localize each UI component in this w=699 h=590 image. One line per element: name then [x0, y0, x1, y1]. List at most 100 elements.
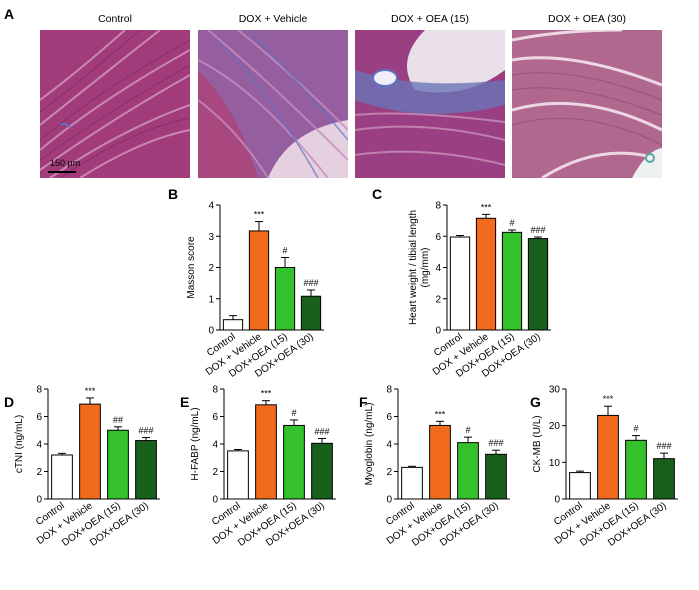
panel-letter-c: C: [372, 186, 382, 202]
y-tick-label: 0: [208, 326, 214, 337]
panel-letter-e: E: [180, 394, 189, 410]
panel-letter-f: F: [359, 394, 368, 410]
y-tick-label: 6: [386, 412, 392, 423]
significance-label: ###: [530, 225, 545, 235]
y-tick-label: 4: [212, 440, 218, 451]
significance-label: ***: [261, 389, 272, 399]
significance-label: ###: [314, 427, 329, 437]
bar: [274, 267, 296, 331]
significance-label: ##: [113, 415, 123, 425]
bar: [79, 403, 101, 500]
histology-title-dox-vehicle: DOX + Vehicle: [238, 13, 308, 25]
significance-label: #: [291, 408, 296, 418]
y-tick-label: 4: [208, 201, 214, 212]
histology-image-oea15: [355, 30, 505, 178]
y-tick-label: 8: [36, 385, 42, 396]
significance-label: ***: [254, 210, 265, 220]
panel-letter-d: D: [4, 394, 14, 410]
bar: [255, 404, 277, 500]
y-axis-label: H-FABP (ng/mL): [190, 407, 201, 480]
y-tick-label: 20: [549, 421, 561, 432]
y-tick-label: 6: [435, 232, 441, 243]
bar: [475, 217, 497, 331]
y-tick-label: 0: [435, 326, 441, 337]
significance-label: ***: [603, 394, 614, 404]
y-axis-label: cTNI (ng/mL): [14, 415, 25, 473]
histology-image-oea30: [512, 30, 662, 178]
y-tick-label: 2: [212, 467, 218, 478]
y-tick-label: 10: [549, 458, 561, 469]
y-tick-label: 0: [36, 495, 42, 506]
y-tick-label: 2: [208, 263, 214, 274]
y-tick-label: 8: [386, 385, 392, 396]
histology-title-oea15: DOX + OEA (15): [391, 13, 469, 25]
significance-label: ***: [481, 202, 492, 212]
bar: [107, 429, 129, 500]
bar: [283, 424, 305, 500]
histology-title-control: Control: [98, 13, 132, 25]
bar: [597, 414, 619, 500]
bar: [135, 440, 157, 500]
y-tick-label: 2: [386, 467, 392, 478]
bar: [300, 295, 322, 331]
bar: [625, 439, 647, 500]
significance-label: #: [282, 246, 287, 256]
y-tick-label: 2: [435, 294, 441, 305]
y-tick-label: 6: [212, 412, 218, 423]
y-tick-label: 30: [549, 385, 561, 396]
scale-bar: 150 μm: [48, 158, 80, 173]
bar: [401, 466, 423, 500]
bar: [248, 230, 270, 331]
y-axis-label: Heart weight / tibial length(mg/mm): [408, 210, 431, 325]
scale-bar-label: 150 μm: [50, 158, 80, 168]
y-tick-label: 0: [554, 495, 560, 506]
chart-c: C 0 2 4 6 8 Heart weight / tibial length(mg/mm…: [372, 186, 551, 380]
y-tick-label: 0: [386, 495, 392, 506]
histology-image-control: 150 μm: [40, 30, 190, 178]
y-axis-label: CK-MB (U/L): [532, 415, 543, 472]
bar: [501, 231, 523, 331]
panel-letter-b: B: [168, 186, 178, 202]
bar: [51, 454, 73, 500]
y-tick-label: 4: [435, 263, 441, 274]
significance-label: #: [465, 425, 470, 435]
y-tick-label: 0: [212, 495, 218, 506]
bar: [527, 238, 549, 331]
bar: [449, 236, 471, 331]
bar: [485, 453, 507, 500]
y-axis-label: Masson score: [186, 236, 197, 299]
significance-label: #: [509, 218, 514, 228]
bar: [569, 472, 591, 500]
y-tick-label: 2: [36, 467, 42, 478]
bar: [429, 424, 451, 500]
bar: [311, 442, 333, 500]
bar: [227, 450, 249, 500]
histology-image-dox-vehicle: [198, 30, 348, 178]
panel-letter-a: A: [4, 6, 15, 22]
y-tick-label: 4: [36, 440, 42, 451]
bar: [653, 458, 675, 500]
y-tick-label: 3: [208, 232, 214, 243]
bar: [457, 442, 479, 500]
y-axis-label: Myoglobin (ng/mL): [364, 403, 375, 486]
histology-title-oea30: DOX + OEA (30): [548, 13, 626, 25]
y-tick-label: 8: [212, 385, 218, 396]
y-tick-label: 1: [208, 294, 214, 305]
significance-label: ***: [85, 386, 96, 396]
significance-label: ###: [656, 441, 671, 451]
significance-label: ***: [435, 409, 446, 419]
significance-label: ###: [138, 426, 153, 436]
y-tick-label: 6: [36, 412, 42, 423]
significance-label: #: [633, 424, 638, 434]
significance-label: ###: [488, 438, 503, 448]
bar: [222, 319, 244, 331]
significance-label: ###: [303, 278, 318, 288]
y-tick-label: 8: [435, 201, 441, 212]
panel-letter-g: G: [530, 394, 541, 410]
